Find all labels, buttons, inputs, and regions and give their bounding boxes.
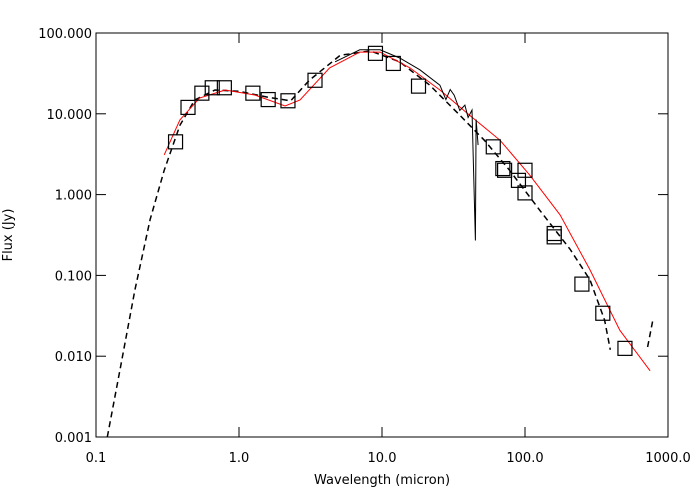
data-point	[280, 93, 296, 109]
data-point	[546, 225, 562, 242]
x-tick-label: 10.0	[368, 451, 397, 466]
data-point	[517, 185, 533, 201]
y-tick-label: 0.010	[55, 350, 92, 365]
data-point	[260, 91, 276, 108]
data-point	[617, 340, 633, 356]
y-tick-label: 0.001	[55, 431, 92, 446]
data-line	[106, 50, 654, 438]
data-point	[204, 80, 220, 96]
y-tick-label: 10.000	[47, 108, 93, 123]
data-point	[194, 85, 210, 101]
x-tick-label: 1.0	[229, 451, 250, 466]
y-axis-label: Flux (Jy)	[1, 209, 16, 262]
data-point	[180, 99, 196, 116]
x-tick-label: 1000.0	[645, 451, 691, 466]
data-point	[216, 80, 232, 96]
data-point	[546, 229, 562, 245]
data-line	[163, 51, 651, 372]
data-point	[385, 55, 401, 72]
data-point	[495, 160, 511, 177]
data-point	[307, 72, 323, 88]
data-point	[410, 78, 427, 94]
y-tick-label: 0.100	[55, 269, 92, 284]
x-tick-label: 0.1	[86, 451, 107, 466]
data-point	[517, 162, 533, 178]
y-tick-label: 100.000	[38, 27, 92, 42]
y-tick-label: 1.000	[55, 189, 92, 204]
data-point	[496, 162, 513, 178]
data-point	[595, 305, 611, 321]
data-point	[245, 85, 261, 101]
x-tick-label: 100.0	[506, 451, 543, 466]
data-point	[485, 139, 501, 155]
data-point	[574, 276, 590, 292]
data-point	[367, 45, 384, 61]
plot-frame	[95, 32, 669, 438]
data-point	[167, 134, 184, 150]
data-line	[334, 49, 479, 241]
x-axis-label: Wavelength (micron)	[314, 473, 450, 488]
